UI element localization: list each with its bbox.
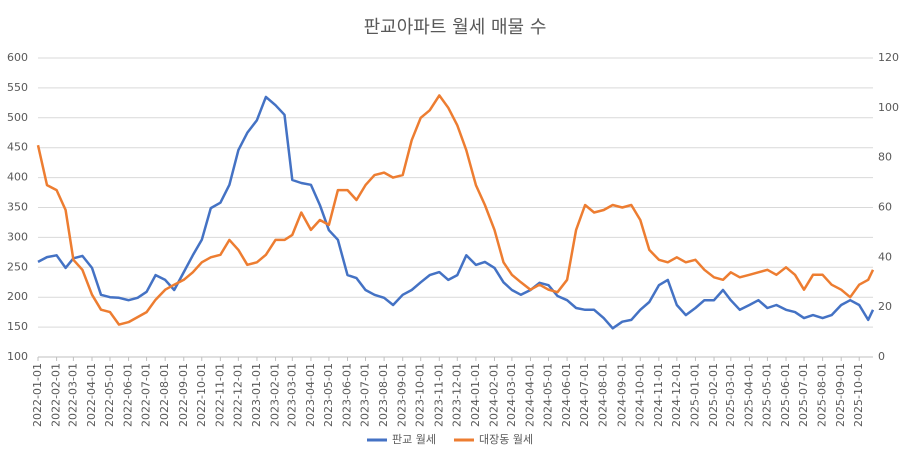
x-tick-label: 2023-03-01 bbox=[285, 363, 298, 427]
x-tick-label: 2022-01-01 bbox=[31, 363, 44, 427]
x-tick-label: 2022-09-01 bbox=[177, 363, 190, 427]
x-tick-label: 2025-04-01 bbox=[742, 363, 755, 427]
y-tick-label: 400 bbox=[7, 171, 28, 184]
y2-tick-label: 120 bbox=[878, 51, 899, 64]
x-tick-label: 2023-02-01 bbox=[269, 363, 282, 427]
x-tick-label: 2025-02-01 bbox=[707, 363, 720, 427]
x-tick-label: 2022-02-01 bbox=[50, 363, 63, 427]
x-tick-label: 2022-07-01 bbox=[140, 363, 153, 427]
x-tick-label: 2024-01-01 bbox=[469, 363, 482, 427]
x-tick-label: 2022-08-01 bbox=[158, 363, 171, 427]
x-tick-label: 2024-10-01 bbox=[633, 363, 646, 427]
x-tick-label: 2024-09-01 bbox=[615, 363, 628, 427]
x-tick-label: 2023-07-01 bbox=[359, 363, 372, 427]
y-tick-label: 150 bbox=[7, 320, 28, 333]
y2-tick-label: 40 bbox=[878, 250, 892, 263]
x-tick-label: 2025-05-01 bbox=[760, 363, 773, 427]
y2-tick-label: 20 bbox=[878, 300, 892, 313]
legend-label: 판교 월세 bbox=[392, 433, 436, 446]
x-tick-label: 2025-07-01 bbox=[797, 363, 810, 427]
x-tick-label: 2025-03-01 bbox=[724, 363, 737, 427]
x-tick-label: 2024-08-01 bbox=[597, 363, 610, 427]
x-tick-label: 2022-05-01 bbox=[103, 363, 116, 427]
x-tick-label: 2022-06-01 bbox=[122, 363, 135, 427]
x-tick-label: 2025-01-01 bbox=[688, 363, 701, 427]
y2-tick-label: 60 bbox=[878, 201, 892, 214]
x-tick-label: 2023-05-01 bbox=[322, 363, 335, 427]
x-tick-label: 2025-10-01 bbox=[852, 363, 865, 427]
x-tick-label: 2022-10-01 bbox=[195, 363, 208, 427]
x-tick-label: 2025-09-01 bbox=[834, 363, 847, 427]
x-tick-label: 2023-11-01 bbox=[432, 363, 445, 427]
x-tick-label: 2024-04-01 bbox=[523, 363, 536, 427]
x-tick-label: 2022-03-01 bbox=[66, 363, 79, 427]
x-tick-label: 2023-10-01 bbox=[414, 363, 427, 427]
legend-label: 대장동 월세 bbox=[479, 433, 533, 446]
x-tick-label: 2025-08-01 bbox=[816, 363, 829, 427]
y-tick-label: 200 bbox=[7, 290, 28, 303]
x-tick-label: 2023-12-01 bbox=[450, 363, 463, 427]
x-tick-label: 2023-01-01 bbox=[250, 363, 263, 427]
x-tick-label: 2024-05-01 bbox=[541, 363, 554, 427]
y-tick-label: 450 bbox=[7, 141, 28, 154]
x-tick-label: 2023-06-01 bbox=[341, 363, 354, 427]
x-tick-label: 2024-06-01 bbox=[560, 363, 573, 427]
series-line bbox=[37, 95, 875, 330]
x-tick-label: 2024-11-01 bbox=[652, 363, 665, 427]
x-tick-label: 2023-09-01 bbox=[396, 363, 409, 427]
chart-title: 판교아파트 월세 매물 수 bbox=[364, 17, 547, 38]
x-tick-label: 2024-12-01 bbox=[670, 363, 683, 427]
x-tick-label: 2025-06-01 bbox=[779, 363, 792, 427]
y2-tick-label: 80 bbox=[878, 151, 892, 164]
series-line bbox=[36, 94, 875, 326]
y-tick-label: 500 bbox=[7, 111, 28, 124]
x-tick-label: 2024-02-01 bbox=[487, 363, 500, 427]
x-tick-label: 2022-12-01 bbox=[231, 363, 244, 427]
y-tick-label: 600 bbox=[7, 51, 28, 64]
y-tick-label: 300 bbox=[7, 230, 28, 243]
y-tick-label: 550 bbox=[7, 81, 28, 94]
x-tick-label: 2022-04-01 bbox=[85, 363, 98, 427]
y-tick-label: 250 bbox=[7, 260, 28, 273]
x-tick-label: 2024-03-01 bbox=[505, 363, 518, 427]
x-tick-label: 2023-04-01 bbox=[304, 363, 317, 427]
x-tick-label: 2023-08-01 bbox=[377, 363, 390, 427]
y2-tick-label: 0 bbox=[878, 350, 885, 363]
x-tick-label: 2022-11-01 bbox=[213, 363, 226, 427]
y-tick-label: 100 bbox=[7, 350, 28, 363]
y-tick-label: 350 bbox=[7, 201, 28, 214]
x-tick-label: 2024-07-01 bbox=[578, 363, 591, 427]
y2-tick-label: 100 bbox=[878, 101, 899, 114]
